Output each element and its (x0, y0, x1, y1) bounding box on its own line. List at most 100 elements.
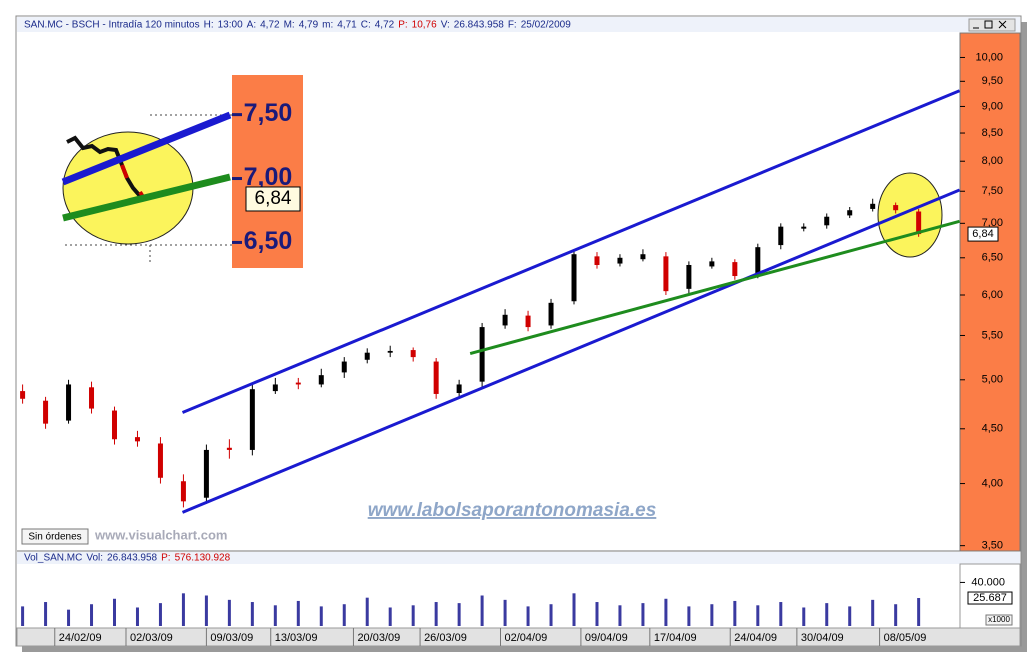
inset-tick-label: 7,50 (244, 99, 293, 127)
candle-body (111, 410, 117, 440)
volume-bar (733, 600, 737, 626)
candle-body (341, 361, 347, 373)
candle-body (571, 254, 577, 302)
header-text: 4,72 (375, 20, 395, 31)
x-tick-label: 30/04/09 (801, 632, 844, 644)
volume-bar (204, 595, 208, 626)
status-box[interactable] (21, 528, 89, 545)
candle-body (318, 375, 324, 385)
volume-bar (572, 593, 576, 626)
volume-bar (664, 598, 668, 626)
candle-body (134, 437, 140, 442)
inset-price-trace (66, 135, 147, 202)
last-price-label: 6,84 (972, 228, 993, 240)
volume-bar (411, 605, 415, 626)
x-tick-label: 24/04/09 (734, 632, 777, 644)
candle-body (433, 361, 439, 394)
header-text: 576.130.928 (175, 553, 231, 564)
inset-tick-label: 7,00 (244, 163, 293, 191)
volume-bar (641, 603, 645, 626)
volume-bar (894, 604, 898, 626)
candle-body (502, 314, 508, 326)
volume-last-label: 25.687 (973, 592, 1007, 604)
inset-axis-band (232, 75, 303, 268)
volume-bar (227, 599, 231, 626)
volume-bar (158, 603, 162, 626)
y-tick-label: 7,00 (982, 217, 1003, 229)
trendline (469, 219, 960, 356)
candle-body (203, 449, 209, 498)
volume-bar (434, 602, 438, 626)
x-tick-label: 24/02/09 (59, 632, 102, 644)
inset-support-line (62, 173, 231, 222)
volume-bar (526, 606, 530, 626)
x-tick-label: 09/04/09 (585, 632, 628, 644)
volume-last-tag (967, 591, 1013, 605)
volume-bar (135, 607, 139, 626)
candle-body (387, 350, 393, 353)
candle-body (916, 211, 922, 235)
header-text: A: (247, 20, 256, 31)
volume-bar (90, 604, 94, 626)
window-buttons[interactable] (968, 18, 1016, 32)
candle-body (640, 254, 646, 260)
candle-body (824, 216, 830, 226)
candle-body (180, 481, 186, 502)
y-tick-label: 5,50 (982, 329, 1003, 341)
candle-body (410, 350, 416, 358)
candle-body (456, 384, 462, 393)
volume-bar (710, 604, 714, 626)
candle-body (157, 443, 163, 478)
x-tick-label: 20/03/09 (357, 632, 400, 644)
volume-bar (687, 606, 691, 626)
close-icon[interactable] (998, 20, 1007, 29)
volume-bar (342, 604, 346, 626)
header-text: 26.843.958 (454, 20, 504, 31)
maximize-icon[interactable] (984, 20, 993, 29)
volume-header-bar (17, 552, 1020, 564)
y-tick-label: 5,00 (982, 374, 1003, 386)
candle-body (663, 256, 669, 292)
header-text: P: (161, 553, 170, 564)
candle-body (847, 210, 853, 216)
candle-body (893, 205, 899, 211)
candle-body (226, 447, 232, 450)
y-tick-label: 8,00 (982, 155, 1003, 167)
y-tick-label: 3,50 (982, 540, 1003, 552)
last-price-tag (967, 226, 999, 242)
candle-body (479, 327, 485, 382)
volume-bar (779, 602, 783, 626)
volume-bar (503, 599, 507, 626)
volume-bar (802, 607, 806, 626)
header-text: H: (204, 20, 214, 31)
header-text: 4,72 (260, 20, 280, 31)
header-text: 26.843.958 (107, 553, 157, 564)
candle-body (709, 261, 715, 267)
trendline (181, 188, 961, 514)
inset-channel-line (61, 111, 232, 186)
header-text: 10,76 (412, 20, 437, 31)
volume-bar (871, 599, 875, 626)
date-axis-band (16, 627, 1021, 647)
x-tick-label: 08/05/09 (884, 632, 927, 644)
header-text: SAN.MC - BSCH - Intradía 120 minutos (24, 20, 200, 31)
trendline (181, 89, 961, 414)
volume-bar (21, 606, 25, 626)
status-label: Sin órdenes (28, 532, 81, 543)
header-text: C: (361, 20, 371, 31)
x-tick-label: 09/03/09 (210, 632, 253, 644)
volume-tick-label: 40.000 (971, 576, 1005, 588)
header-bar (17, 17, 1020, 32)
y-tick-label: 4,00 (982, 477, 1003, 489)
highlight-circle (877, 172, 943, 258)
candle-body (732, 262, 738, 277)
header-text: 4,79 (299, 20, 319, 31)
candle-body (249, 389, 255, 450)
candle-body (364, 352, 370, 360)
header-text: Vol_SAN.MC (24, 553, 82, 564)
volume-bar (319, 606, 323, 626)
candle-body (870, 203, 876, 209)
candle-body (801, 226, 807, 229)
volume-bar (273, 605, 277, 626)
